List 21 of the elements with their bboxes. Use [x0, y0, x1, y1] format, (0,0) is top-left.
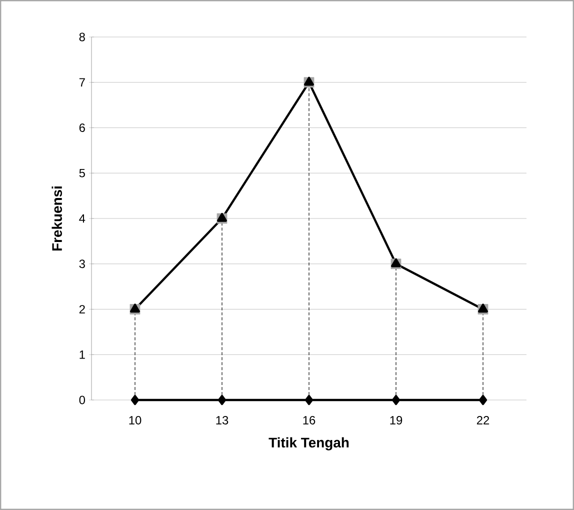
point: [218, 394, 226, 406]
point: [304, 394, 314, 406]
x-tick-label: 19: [390, 416, 402, 424]
y-tick-label: 3: [79, 260, 85, 268]
x-tick-label: 16: [303, 416, 316, 424]
x-tick-label: 22: [476, 416, 490, 424]
y-tick-label: 6: [79, 124, 85, 132]
y-tick-label: 7: [79, 78, 85, 86]
point: [130, 394, 140, 406]
y-tick-label: 4: [79, 214, 86, 223]
y-tick-label: 2: [79, 305, 85, 314]
point: [392, 394, 400, 406]
y-tick-label: 8: [79, 32, 85, 42]
y-tick-label: 5: [79, 168, 85, 178]
point: [478, 394, 488, 406]
x-tick-label: 10: [129, 416, 142, 424]
y-tick-label: 1: [80, 350, 85, 359]
y-axis-title: Frekuensi: [52, 186, 62, 250]
x-tick-label: 13: [216, 416, 228, 424]
y-tick-label: 0: [79, 396, 86, 404]
x-axis-title: Titik Tengah: [268, 437, 349, 450]
